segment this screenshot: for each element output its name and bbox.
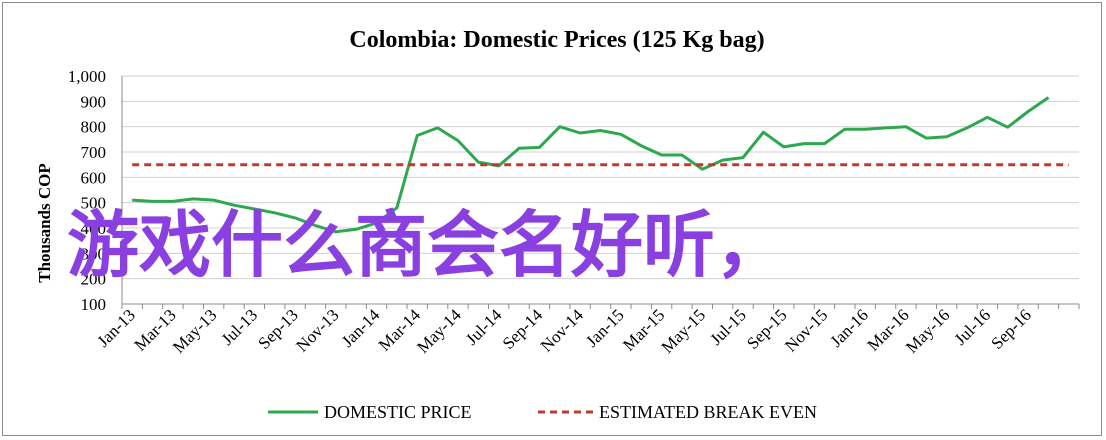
y-tick-label: 900 bbox=[81, 92, 107, 111]
legend: DOMESTIC PRICE ESTIMATED BREAK EVEN bbox=[268, 402, 817, 422]
x-tick-label: Jul-16 bbox=[951, 305, 994, 348]
y-tick-label: 100 bbox=[81, 295, 107, 314]
x-tick-label: May-13 bbox=[169, 305, 220, 356]
y-axis-label: Thousands COP bbox=[35, 163, 54, 283]
domestic-price-line bbox=[132, 96, 1050, 234]
series-lines bbox=[132, 96, 1069, 234]
y-tick-label: 700 bbox=[81, 143, 107, 162]
x-tick-label: Sep-16 bbox=[987, 305, 1034, 352]
x-tick-label: Jul-14 bbox=[462, 305, 506, 349]
x-tick-label: Nov-14 bbox=[537, 305, 588, 356]
x-tick-label: Nov-15 bbox=[781, 305, 831, 355]
y-axis-ticks: 100 200 300 400 500 600 700 800 900 1,000 bbox=[68, 67, 106, 314]
y-tick-label: 600 bbox=[81, 168, 107, 187]
price-line-chart: Colombia: Domestic Prices (125 Kg bag) 1… bbox=[35, 27, 1080, 422]
legend-label: DOMESTIC PRICE bbox=[324, 402, 472, 422]
x-tick-label: May-14 bbox=[413, 305, 465, 357]
x-axis-ticks: Jan-13Mar-13May-13Jul-13Sep-13Nov-13Jan-… bbox=[94, 304, 1080, 357]
chart-title: Colombia: Domestic Prices (125 Kg bag) bbox=[349, 27, 764, 53]
y-tick-label: 400 bbox=[81, 219, 107, 238]
y-tick-label: 1,000 bbox=[68, 67, 106, 86]
overlay-caption: 游戏什么商会名好听， bbox=[67, 203, 787, 287]
x-tick-label: Jul-13 bbox=[218, 305, 261, 348]
x-tick-label: Jul-15 bbox=[706, 305, 749, 348]
y-tick-label: 800 bbox=[81, 118, 107, 137]
x-tick-label: May-16 bbox=[902, 305, 953, 356]
y-tick-label: 500 bbox=[81, 194, 107, 213]
gridlines bbox=[121, 75, 1079, 305]
y-tick-label: 200 bbox=[81, 270, 107, 289]
y-tick-label: 300 bbox=[81, 244, 107, 263]
x-tick-label: Nov-13 bbox=[292, 305, 342, 355]
x-tick-label: May-15 bbox=[658, 305, 709, 356]
legend-label: ESTIMATED BREAK EVEN bbox=[599, 402, 817, 422]
